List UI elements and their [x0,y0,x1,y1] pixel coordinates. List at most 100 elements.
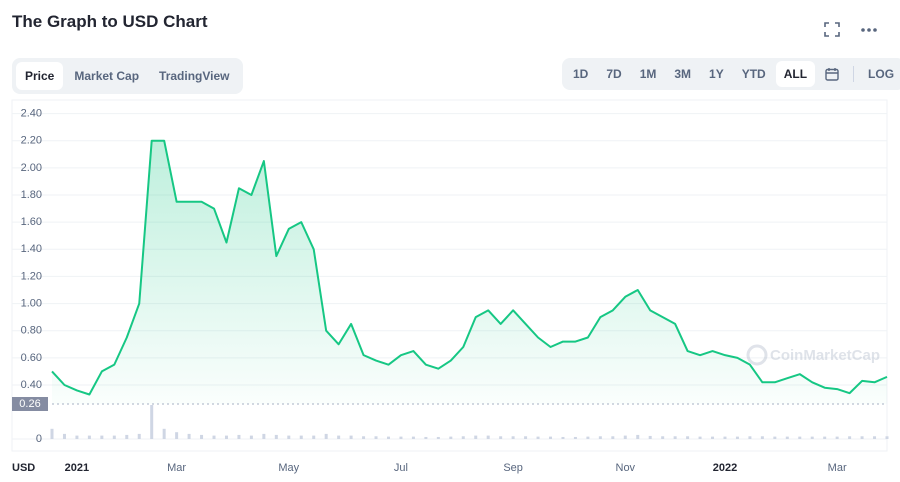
y-tick-label: 0.60 [21,352,42,364]
volume-bar [299,435,303,439]
volume-bar [748,436,752,439]
volume-bar [75,435,79,439]
volume-bar [885,436,889,439]
volume-bar [150,405,154,439]
y-tick-label: 2.00 [21,162,42,174]
range-button[interactable]: YTD [741,67,766,81]
volume-bar [374,436,378,439]
volume-bar [586,436,590,439]
y-tick-label: 0.80 [21,325,42,337]
volume-bar [611,436,615,439]
volume-bar [785,436,789,439]
volume-bar [474,435,478,439]
volume-bar [137,433,141,439]
volume-bar [648,435,652,439]
volume-bar [212,435,216,439]
volume-bar [499,436,503,439]
watermark-logo [746,344,768,366]
tab[interactable]: Price [16,62,64,90]
low-marker-label: 0.26 [19,398,40,410]
price-line [51,139,888,396]
volume-bar [549,436,553,439]
x-tick-label: 2022 [713,462,737,474]
volume-bar [623,435,627,439]
volume-bar [224,435,228,439]
volume-bar [773,436,777,439]
volume-bar [449,436,453,439]
x-tick-label: Sep [503,462,523,474]
volume-bar [324,433,328,439]
price-area [52,140,887,404]
volume-bar [686,436,690,439]
volume-bar [100,435,104,439]
volume-bar [50,428,54,439]
volume-bar [337,435,341,439]
y-tick-label: 2.20 [21,135,42,147]
volume-bar [386,436,390,439]
volume-bar [349,435,353,439]
low-marker-box [12,397,48,411]
x-tick-label: Nov [616,462,636,474]
separator [853,66,855,82]
plot-frame [11,99,888,452]
volume-bar [698,436,702,439]
y2-tick-label: 0 [36,433,42,445]
x-tick-label: Mar [828,462,847,474]
volume-bar [187,433,191,439]
log-button[interactable]: LOG [868,67,895,81]
fullscreen-icon[interactable] [824,22,840,37]
volume-bar [200,434,204,439]
volume-bar [461,436,465,439]
volume-bar [823,436,827,439]
volume-bar [860,436,864,439]
volume-bar [835,436,839,439]
volume-bar [524,436,528,439]
range-button[interactable]: 1D [573,67,589,81]
volume-bar [436,436,440,439]
calendar-button[interactable] [817,61,847,87]
y-tick-label: 1.60 [21,216,42,228]
volume-bar [175,432,179,439]
volume-bar [636,434,640,439]
volume-bar [411,436,415,439]
volume-bar [673,436,677,439]
volume-bar [536,436,540,439]
volume-bar [112,435,116,439]
x-tick-label: Jul [394,462,408,474]
volume-bar [573,436,577,439]
volume-bar [486,435,490,439]
volume-bar [723,436,727,439]
volume-bar [399,436,403,439]
volume-bar [62,433,66,439]
volume-bar [810,436,814,439]
y-tick-label: 1.40 [21,243,42,255]
volume-bar [249,435,253,439]
volume-bar [661,436,665,439]
volume-bar [798,436,802,439]
volume-bar [424,436,428,439]
range-button[interactable]: 1Y [709,67,724,81]
range-button[interactable]: 1M [639,67,657,81]
range-button[interactable]: 3M [674,67,692,81]
volume-bar [848,436,852,439]
volume-bar [287,435,291,439]
range-button[interactable]: ALL [775,61,816,87]
calendar-icon [825,68,839,81]
watermark: CoinMarketCap [746,344,880,366]
y-tick-label: 2.40 [21,107,42,119]
volume-bar [561,436,565,439]
range-button[interactable]: 7D [606,67,622,81]
tab[interactable]: TradingView [159,69,230,83]
x-tick-label: May [278,462,299,474]
y-tick-label: 1.80 [21,189,42,201]
tab-group: Price Market Cap TradingView [12,58,243,94]
y-tick-label: 1.20 [21,270,42,282]
more-icon[interactable] [861,28,877,32]
volume-bar [362,436,366,439]
tab[interactable]: Market Cap [74,69,140,83]
volume-bar [237,434,241,439]
volume-bar [87,435,91,439]
volume-bar [125,434,129,439]
